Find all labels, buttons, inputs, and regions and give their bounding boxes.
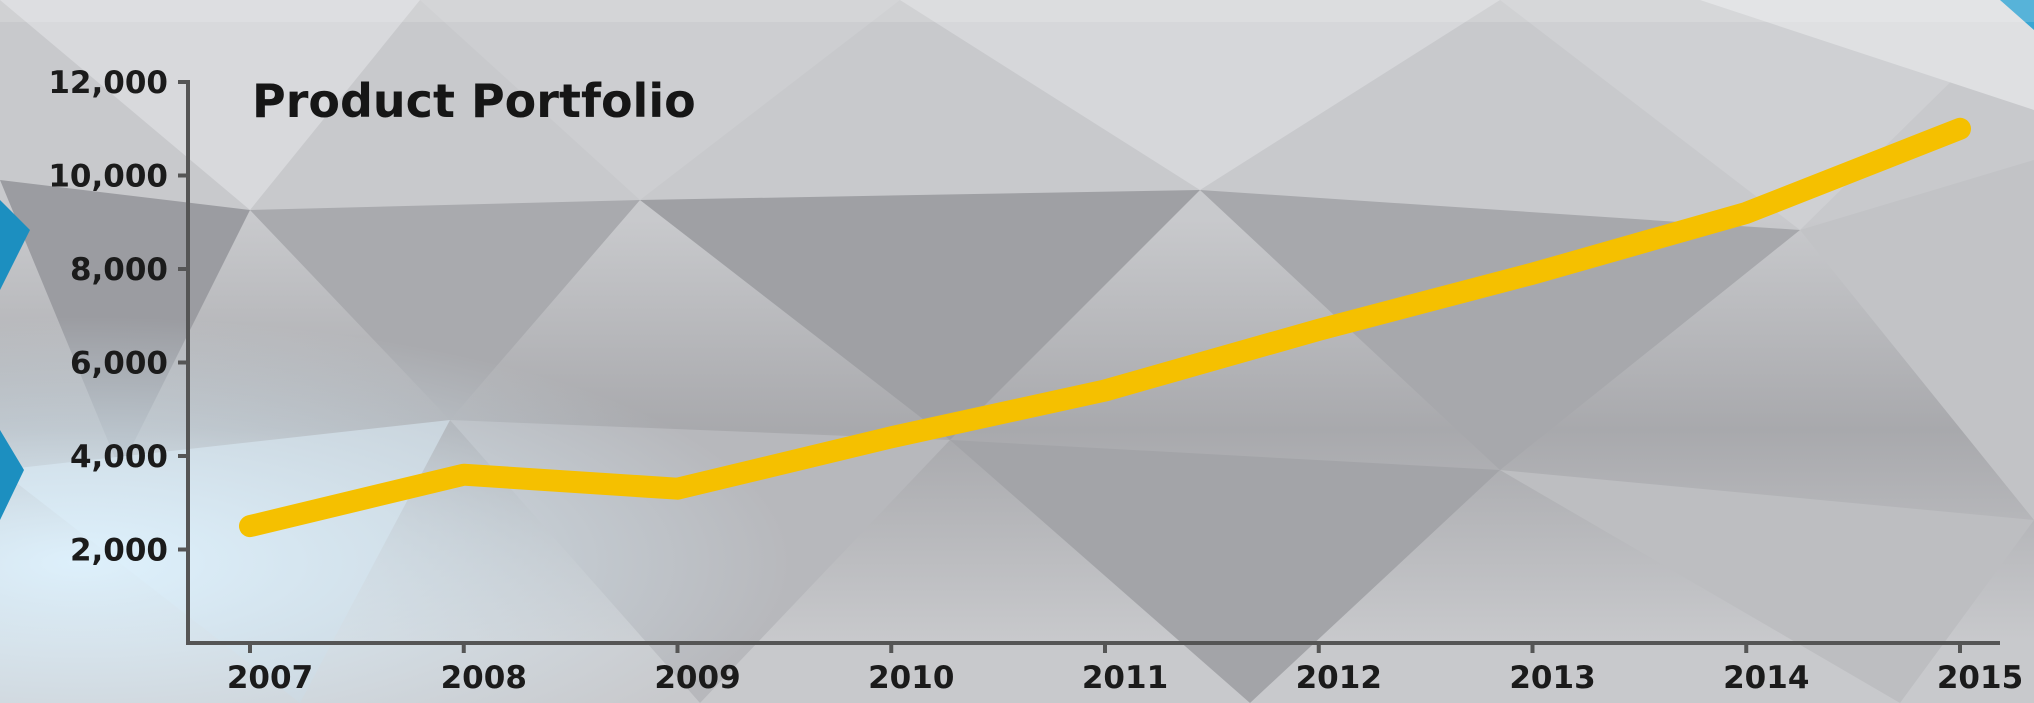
y-tick-label: 4,000 [70, 439, 168, 475]
x-tick-label: 2010 [868, 660, 954, 696]
x-tick-label: 2009 [654, 660, 740, 696]
x-tick-label: 2015 [1937, 660, 2023, 696]
y-tick-label: 2,000 [70, 533, 168, 569]
y-tick-label: 12,000 [48, 65, 168, 101]
x-tick-label: 2011 [1082, 660, 1168, 696]
y-tick-label: 10,000 [48, 159, 168, 195]
y-axis-ticks: 2,000 4,000 6,000 8,000 10,000 12,000 [48, 65, 188, 569]
x-tick-label: 2012 [1296, 660, 1382, 696]
x-tick-label: 2007 [227, 660, 313, 696]
x-axis-ticks: 2007 2008 2009 2010 2011 2012 2013 2014 2015 [227, 643, 2023, 696]
y-tick-label: 8,000 [70, 252, 168, 288]
chart-title: Product Portfolio [252, 74, 696, 128]
x-tick-label: 2014 [1723, 660, 1809, 696]
y-tick-label: 6,000 [70, 346, 168, 382]
x-tick-label: 2008 [441, 660, 527, 696]
series-line-product-portfolio [239, 117, 1971, 538]
x-tick-label: 2013 [1509, 660, 1595, 696]
